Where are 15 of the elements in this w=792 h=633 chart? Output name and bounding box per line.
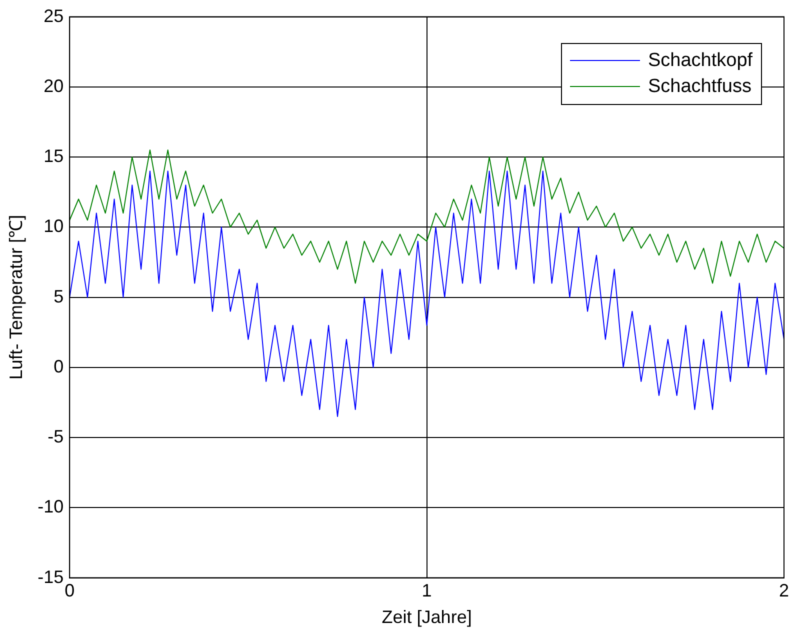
- y-tick-label: -15: [38, 566, 64, 587]
- x-tick-label: 2: [778, 580, 789, 601]
- legend-label: Schachtfuss: [648, 76, 752, 98]
- x-tick-label: 1: [422, 580, 432, 601]
- legend-label: Schachtkopf: [648, 50, 753, 72]
- y-tick-label: 20: [44, 76, 64, 96]
- y-tick-label: 25: [44, 6, 64, 26]
- y-tick-label: -10: [38, 496, 64, 517]
- y-tick-label: -5: [48, 426, 64, 447]
- y-tick-label: 5: [54, 286, 64, 306]
- y-tick-label: 0: [54, 356, 64, 376]
- y-axis-title: Luft- Temperatur [℃]: [6, 214, 26, 380]
- x-axis-title: Zeit [Jahre]: [382, 607, 472, 628]
- y-tick-label: 10: [44, 216, 64, 236]
- y-tick-label: 15: [44, 146, 64, 166]
